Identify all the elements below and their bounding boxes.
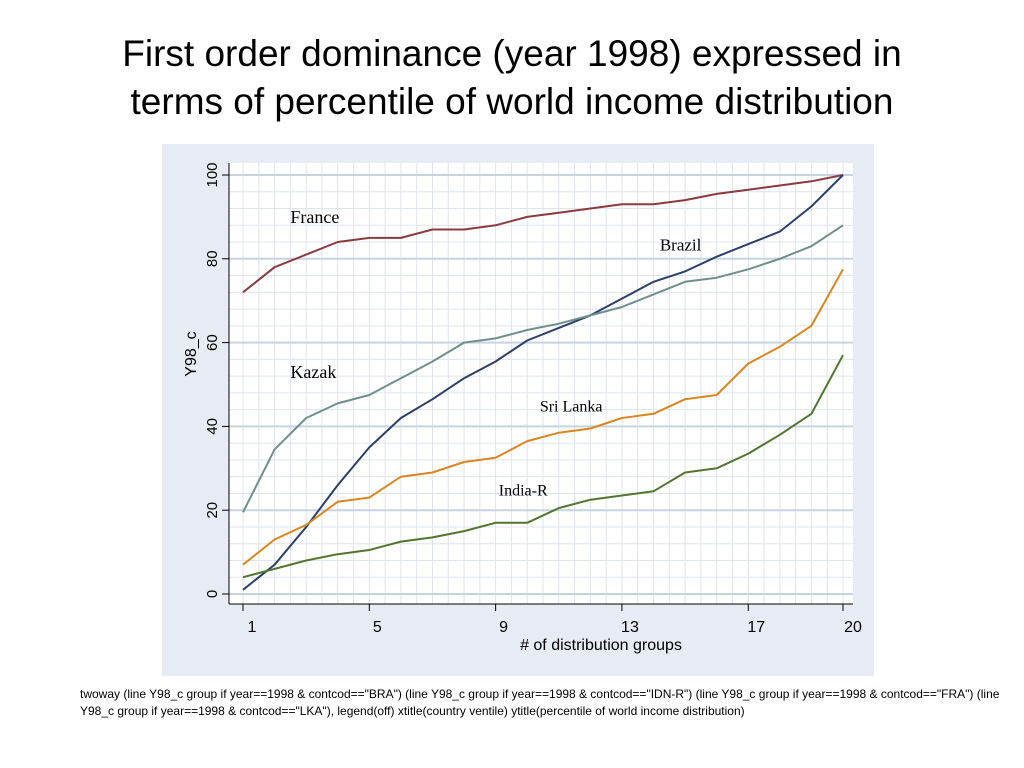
series-line-france	[242, 174, 844, 294]
stata-command-note: twoway (line Y98_c group if year==1998 &…	[80, 687, 1000, 718]
slide-title: First order dominance (year 1998) expres…	[40, 30, 984, 126]
y-tick-label: 20	[204, 502, 221, 519]
series-label-sri-lanka: Sri Lanka	[540, 399, 603, 416]
series-line-sri-lanka	[242, 268, 844, 566]
slide-title-line-2: terms of percentile of world income dist…	[130, 81, 894, 122]
x-tick-label: 17	[747, 619, 765, 636]
x-tick-label: 1	[248, 619, 257, 636]
series-labels: France Brazil Kazak Sri Lanka India-R	[290, 207, 701, 499]
x-axis-title: # of distribution groups	[520, 637, 682, 654]
x-tick-label: 9	[499, 619, 508, 636]
series-line-brazil	[242, 174, 844, 591]
y-tick-label: 100	[204, 162, 221, 187]
series-label-france: France	[290, 207, 339, 227]
series-label-kazak: Kazak	[290, 362, 336, 382]
slide-title-line-1: First order dominance (year 1998) expres…	[122, 33, 902, 74]
x-tick-label: 5	[373, 619, 382, 636]
series-label-brazil: Brazil	[660, 235, 702, 254]
axes: Y98_c # of distribution groups 0 20 40 60 80…	[183, 162, 862, 654]
series-lines	[242, 174, 844, 591]
series-label-india-r: India-R	[499, 483, 548, 500]
series-line-india-r	[242, 354, 844, 579]
y-tick-label: 60	[204, 334, 221, 351]
y-axis-title: Y98_c	[183, 331, 200, 376]
series-line-kazak	[242, 224, 844, 513]
y-tick-label: 0	[204, 590, 221, 598]
x-tick-label: 13	[621, 619, 639, 636]
y-tick-label: 40	[204, 418, 221, 435]
plot-area	[229, 163, 853, 604]
x-tick-label: 20	[844, 619, 862, 636]
y-tick-label: 80	[204, 250, 221, 267]
grid	[229, 163, 853, 604]
